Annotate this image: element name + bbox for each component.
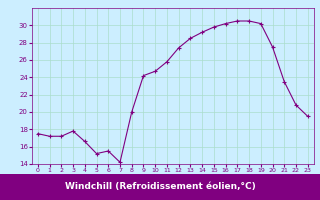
Text: Windchill (Refroidissement éolien,°C): Windchill (Refroidissement éolien,°C) [65,182,255,192]
